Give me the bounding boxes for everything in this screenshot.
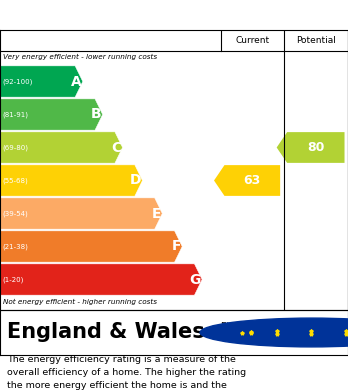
Polygon shape xyxy=(0,99,103,130)
Text: EU Directive
2002/91/EC: EU Directive 2002/91/EC xyxy=(221,322,277,343)
Text: The energy efficiency rating is a measure of the
overall efficiency of a home. T: The energy efficiency rating is a measur… xyxy=(7,355,246,391)
Text: D: D xyxy=(130,174,141,188)
Text: 63: 63 xyxy=(244,174,261,187)
Polygon shape xyxy=(0,264,202,295)
Text: (69-80): (69-80) xyxy=(2,144,28,151)
Text: A: A xyxy=(71,75,82,88)
Polygon shape xyxy=(0,165,142,196)
Text: (21-38): (21-38) xyxy=(2,243,28,250)
Polygon shape xyxy=(214,165,280,196)
Text: Very energy efficient - lower running costs: Very energy efficient - lower running co… xyxy=(3,54,157,60)
Text: Not energy efficient - higher running costs: Not energy efficient - higher running co… xyxy=(3,299,157,305)
Text: (39-54): (39-54) xyxy=(2,210,28,217)
Polygon shape xyxy=(0,66,83,97)
Text: Current: Current xyxy=(235,36,269,45)
Text: E: E xyxy=(152,206,161,221)
Text: C: C xyxy=(111,140,121,154)
Polygon shape xyxy=(0,198,162,229)
Text: (55-68): (55-68) xyxy=(2,177,28,184)
Polygon shape xyxy=(277,132,345,163)
Text: (92-100): (92-100) xyxy=(2,78,32,85)
Polygon shape xyxy=(0,132,122,163)
Text: (1-20): (1-20) xyxy=(2,276,23,283)
Text: England & Wales: England & Wales xyxy=(7,323,205,343)
Polygon shape xyxy=(0,231,182,262)
Text: G: G xyxy=(190,273,201,287)
Text: Energy Efficiency Rating: Energy Efficiency Rating xyxy=(7,7,217,23)
Text: Potential: Potential xyxy=(296,36,336,45)
Circle shape xyxy=(200,318,348,347)
Text: 80: 80 xyxy=(307,141,324,154)
Text: F: F xyxy=(172,240,181,253)
Text: (81-91): (81-91) xyxy=(2,111,28,118)
Text: B: B xyxy=(91,108,102,122)
